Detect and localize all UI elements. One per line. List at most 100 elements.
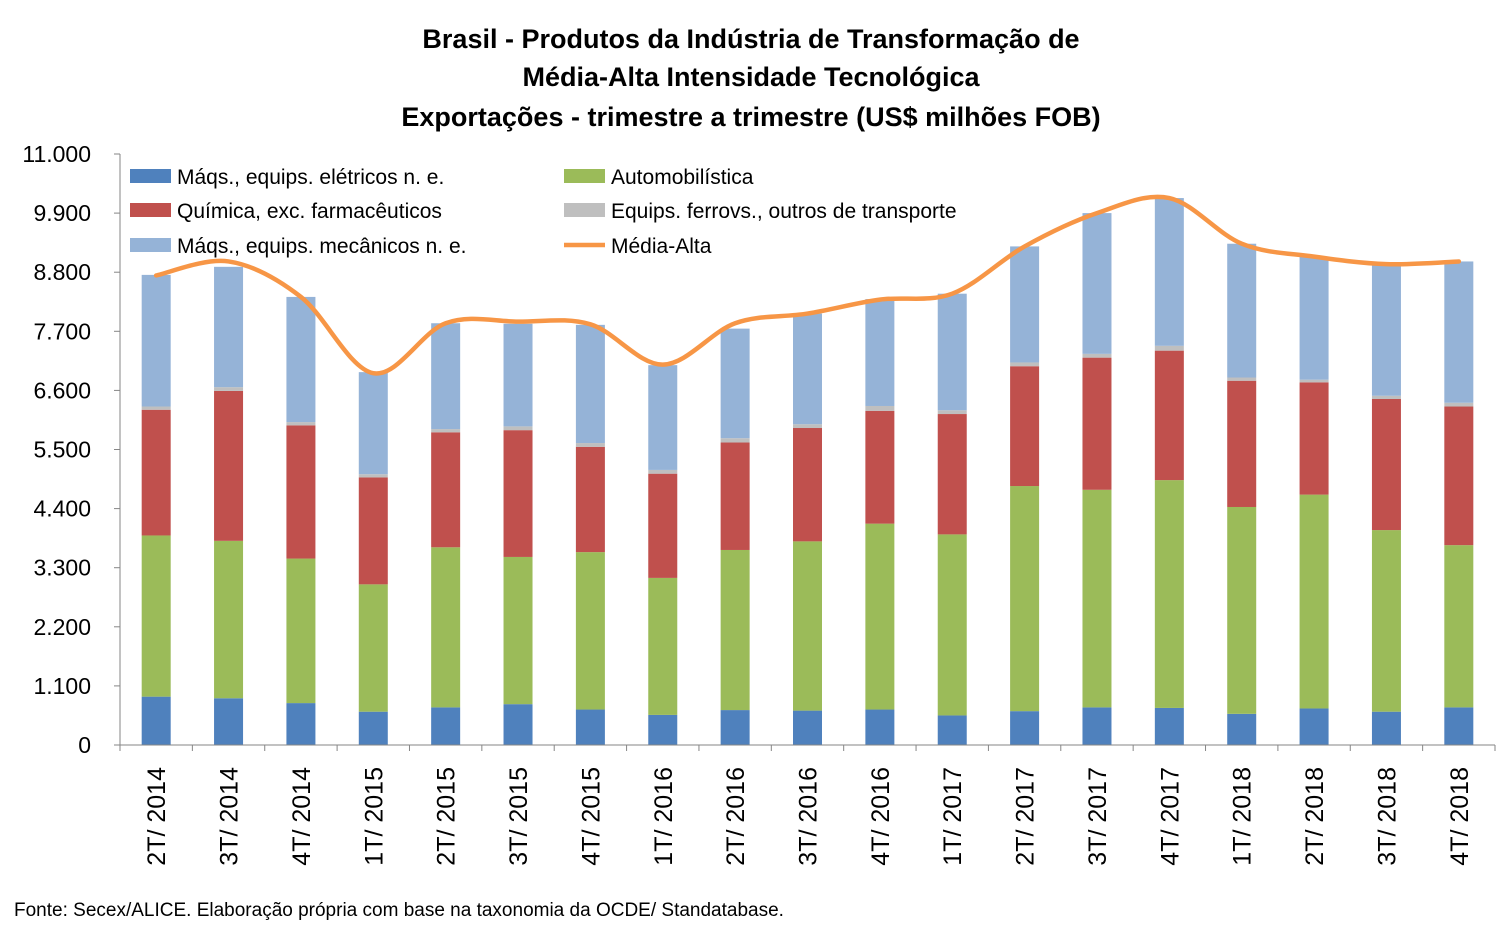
bar-segment-2: [793, 428, 822, 542]
bar-segment-2: [1299, 382, 1329, 495]
bar-segment-4: [1154, 198, 1184, 346]
bar-segment-3: [937, 410, 967, 415]
x-tick-label: 1T/ 2016: [650, 767, 678, 866]
bar-segment-0: [720, 710, 750, 745]
bar-segment-2: [1082, 357, 1112, 490]
bar-segment-3: [358, 474, 388, 478]
x-tick-label: 2T/ 2018: [1301, 767, 1329, 866]
bar-segment-0: [865, 709, 895, 745]
bar-segment-0: [214, 698, 244, 745]
bar-segment-4: [286, 296, 316, 423]
bar-segment-3: [1154, 345, 1184, 351]
bar-segment-1: [1444, 545, 1474, 708]
y-tick-label: 11.000: [22, 141, 91, 167]
x-tick-label: 2T/ 2014: [143, 767, 171, 866]
bar-segment-0: [575, 709, 605, 745]
chart-title-line-3: Exportações - trimestre a trimestre (US$…: [401, 102, 1100, 132]
bar-segment-4: [358, 372, 388, 475]
bar-segment-4: [575, 324, 605, 444]
bar-segment-0: [1444, 707, 1474, 745]
legend-label: Máqs., equips. elétricos n. e.: [177, 166, 444, 189]
line-series: [153, 194, 1462, 376]
bar-segment-0: [648, 714, 678, 745]
chart-title-line-2: Média-Alta Intensidade Tecnológica: [522, 62, 980, 92]
bar-segment-1: [648, 577, 678, 715]
bar-segment-2: [937, 414, 967, 535]
y-tick-label: 8.800: [33, 259, 91, 285]
legend-label: Automobilística: [611, 166, 754, 189]
chart-title: Brasil - Produtos da Indústria de Transf…: [401, 24, 1100, 132]
bar-segment-2: [358, 477, 388, 585]
x-tick-label: 1T/ 2017: [939, 767, 967, 866]
bar-segment-4: [1299, 256, 1329, 380]
bar-segment-2: [214, 390, 244, 541]
bar-segment-2: [503, 430, 533, 557]
bar-segment-4: [720, 328, 750, 439]
bar-segment-3: [141, 406, 171, 410]
legend-label: Química, exc. farmacêuticos: [177, 200, 442, 223]
bar-segment-4: [1082, 213, 1112, 354]
legend-label: Máqs., equips. mecânicos n. e.: [177, 235, 466, 258]
legend-swatch: [130, 169, 171, 183]
bar-segment-3: [648, 469, 678, 474]
bar-segment-3: [431, 429, 461, 433]
bar-segment-3: [1299, 379, 1329, 383]
bar-segment-4: [865, 299, 895, 406]
x-tick-label: 1T/ 2018: [1229, 767, 1257, 866]
bar-segment-0: [1299, 708, 1329, 745]
legend-swatch: [564, 203, 605, 217]
bar-segment-1: [865, 523, 895, 710]
bar-segment-4: [648, 365, 678, 470]
x-tick-label: 3T/ 2015: [505, 767, 533, 866]
bar-segment-3: [1371, 395, 1401, 399]
bar-segment-0: [1154, 707, 1184, 745]
bar-segment-1: [1299, 494, 1329, 709]
bar-segment-2: [1010, 366, 1040, 487]
bar-segment-1: [358, 584, 388, 712]
bar-segment-4: [937, 293, 967, 411]
bar-segment-3: [720, 438, 750, 443]
bar-segment-1: [431, 547, 461, 708]
bar-segment-1: [793, 541, 822, 711]
x-tick-label: 3T/ 2014: [216, 767, 244, 866]
bar-segment-1: [937, 534, 967, 716]
bar-segment-3: [865, 405, 895, 411]
legend: Máqs., equips. elétricos n. e. Automobilí…: [130, 166, 957, 258]
y-axis: 0 1.100 2.200 3.300 4.400 5.500 6.600 7.700 8.80…: [22, 141, 121, 758]
bar-segment-1: [720, 549, 750, 711]
y-tick-label: 6.600: [33, 377, 91, 403]
y-tick-label: 9.900: [33, 200, 91, 226]
bar-segment-4: [1010, 246, 1040, 363]
bar-segment-0: [286, 703, 316, 745]
bar-segment-3: [286, 422, 316, 426]
media-alta-line: [153, 194, 1462, 376]
x-tick-label: 3T/ 2017: [1084, 767, 1112, 866]
legend-swatch: [130, 203, 171, 217]
bar-segment-1: [1227, 506, 1257, 714]
bar-segment-3: [1082, 353, 1112, 358]
bar-segment-3: [1444, 402, 1474, 407]
bar-segment-1: [1010, 486, 1040, 712]
bar-segment-4: [1371, 264, 1401, 396]
bar-segment-2: [1371, 398, 1401, 531]
y-tick-label: 7.700: [33, 318, 91, 344]
bar-segment-3: [1227, 377, 1257, 381]
chart-title-line-1: Brasil - Produtos da Indústria de Transf…: [422, 24, 1079, 54]
bar-segment-1: [575, 552, 605, 710]
bar-segment-2: [575, 446, 605, 553]
bar-segment-3: [575, 443, 605, 447]
bar-segment-3: [214, 387, 244, 391]
legend-label: Equips. ferrovs., outros de transporte: [611, 200, 957, 223]
bars: [141, 198, 1474, 745]
bar-segment-0: [793, 710, 822, 745]
x-tick-label: 4T/ 2017: [1156, 767, 1184, 866]
bar-segment-1: [1154, 480, 1184, 708]
bar-segment-4: [141, 274, 171, 407]
x-tick-label: 2T/ 2016: [722, 767, 750, 866]
bar-segment-0: [358, 711, 388, 745]
bar-segment-4: [793, 313, 822, 425]
x-tick-label: 4T/ 2015: [577, 767, 605, 866]
bar-segment-2: [1227, 380, 1257, 507]
legend-swatch: [564, 169, 605, 183]
